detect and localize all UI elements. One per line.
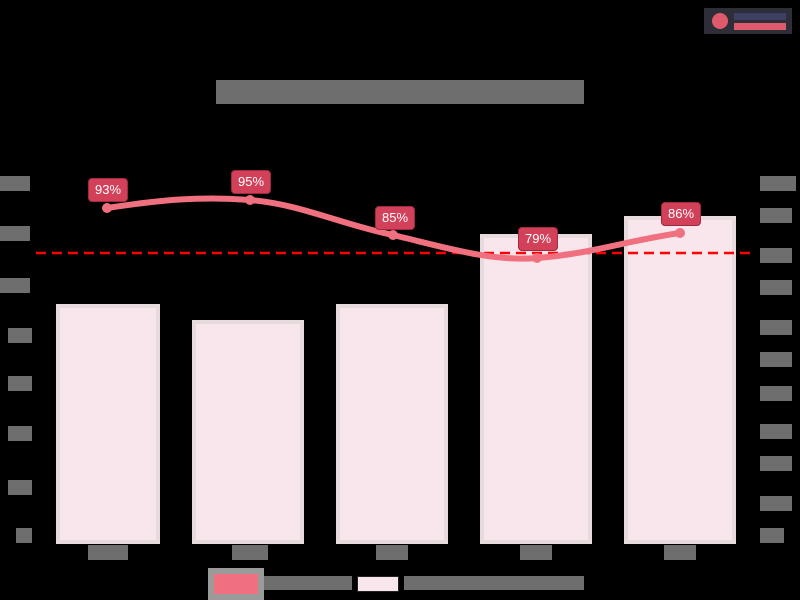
chart-title xyxy=(216,80,584,104)
data-label: 95% xyxy=(230,170,272,194)
left-axis-tick xyxy=(8,480,32,495)
bar[interactable] xyxy=(336,304,448,544)
right-axis-tick xyxy=(760,456,792,471)
right-axis-tick xyxy=(760,386,792,401)
legend-line-label xyxy=(264,576,352,590)
right-axis-tick xyxy=(760,496,792,511)
right-axis-tick xyxy=(760,528,784,543)
left-axis-tick xyxy=(16,528,32,543)
logo-mark-icon xyxy=(712,13,728,29)
legend-bar-swatch[interactable] xyxy=(357,576,399,592)
right-axis-tick xyxy=(760,320,792,335)
left-axis-tick xyxy=(8,426,32,441)
right-axis-tick xyxy=(760,208,792,223)
data-label: 79% xyxy=(517,227,559,251)
x-axis-label xyxy=(232,545,268,560)
right-axis-tick xyxy=(760,352,792,367)
x-axis-label xyxy=(664,545,696,560)
line-point[interactable] xyxy=(388,230,398,240)
x-axis-label xyxy=(376,545,408,560)
legend-line-color xyxy=(214,574,258,594)
right-axis-tick xyxy=(760,424,792,439)
right-axis-tick xyxy=(760,248,792,263)
line-point[interactable] xyxy=(245,195,255,205)
left-axis-tick xyxy=(0,176,30,191)
bar[interactable] xyxy=(192,320,304,544)
legend-line-swatch[interactable] xyxy=(208,568,264,600)
brand-logo xyxy=(704,8,792,34)
bar[interactable] xyxy=(624,216,736,544)
logo-text-bottom xyxy=(734,23,786,30)
left-axis-tick xyxy=(0,278,30,293)
line-point[interactable] xyxy=(675,228,685,238)
left-axis-tick xyxy=(8,376,32,391)
legend-bar-label xyxy=(404,576,584,590)
right-axis-tick xyxy=(760,176,796,191)
right-axis-tick xyxy=(760,280,792,295)
data-label: 86% xyxy=(660,202,702,226)
line-point[interactable] xyxy=(532,253,542,263)
left-axis-tick xyxy=(8,328,32,343)
data-label: 93% xyxy=(87,178,129,202)
left-axis-tick xyxy=(0,226,30,241)
logo-text-top xyxy=(734,13,786,20)
data-label: 85% xyxy=(374,206,416,230)
x-axis-label xyxy=(520,545,552,560)
x-axis-label xyxy=(88,545,128,560)
line-point[interactable] xyxy=(102,203,112,213)
bar[interactable] xyxy=(56,304,160,544)
